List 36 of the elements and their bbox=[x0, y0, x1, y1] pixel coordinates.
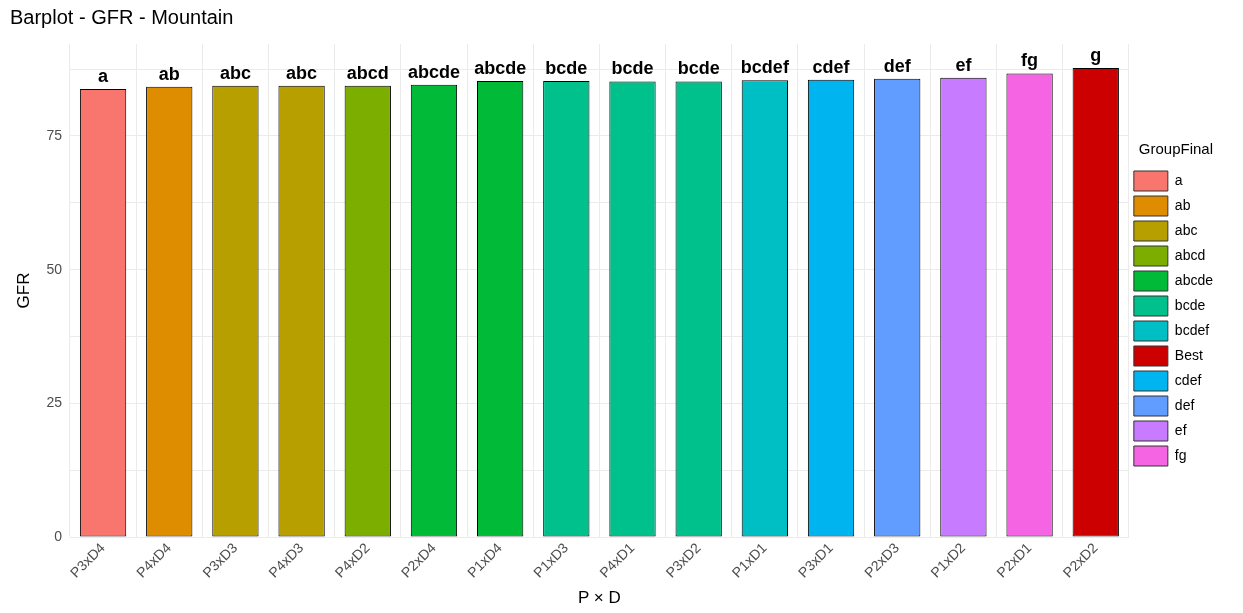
legend-label: bcde bbox=[1174, 296, 1206, 313]
legend-label: bcdef bbox=[1174, 321, 1210, 338]
data-label: abc bbox=[219, 62, 251, 83]
legend-label: abcde bbox=[1174, 271, 1214, 288]
data-label: bcde bbox=[611, 58, 654, 79]
x-axis-title: P × D bbox=[578, 588, 621, 608]
y-tick-label: 25 bbox=[46, 394, 63, 411]
data-label: abc bbox=[286, 62, 318, 83]
legend-label: ef bbox=[1174, 421, 1187, 438]
data-label: bcdef bbox=[740, 57, 790, 78]
legend-label: abc bbox=[1174, 221, 1198, 238]
data-label: def bbox=[883, 55, 912, 76]
legend-label: def bbox=[1174, 396, 1195, 413]
data-label: cdef bbox=[812, 56, 851, 77]
legend-label: a bbox=[1174, 171, 1183, 188]
y-tick-label: 75 bbox=[46, 126, 63, 143]
y-axis-title: GFR bbox=[13, 272, 33, 309]
y-tick-label: 0 bbox=[54, 527, 63, 544]
data-label: abcd bbox=[346, 62, 389, 83]
data-label: ef bbox=[955, 54, 973, 75]
data-label: fg bbox=[1021, 50, 1039, 71]
data-label: abcde bbox=[407, 61, 460, 82]
chart-title: Barplot - GFR - Mountain bbox=[10, 5, 234, 28]
legend-label: fg bbox=[1174, 446, 1187, 463]
legend-label: abcd bbox=[1174, 246, 1206, 263]
data-label: abcde bbox=[474, 57, 527, 78]
y-tick-label: 50 bbox=[46, 260, 63, 277]
legend-title: GroupFinal bbox=[1138, 139, 1214, 157]
legend-label: Best bbox=[1174, 346, 1203, 363]
data-label: ab bbox=[158, 63, 180, 84]
data-label: bcde bbox=[677, 58, 720, 79]
legend-label: cdef bbox=[1174, 371, 1202, 388]
data-label: g bbox=[1090, 45, 1102, 66]
legend-label: ab bbox=[1174, 196, 1191, 213]
data-label: bcde bbox=[545, 57, 588, 78]
data-label: a bbox=[98, 65, 110, 86]
